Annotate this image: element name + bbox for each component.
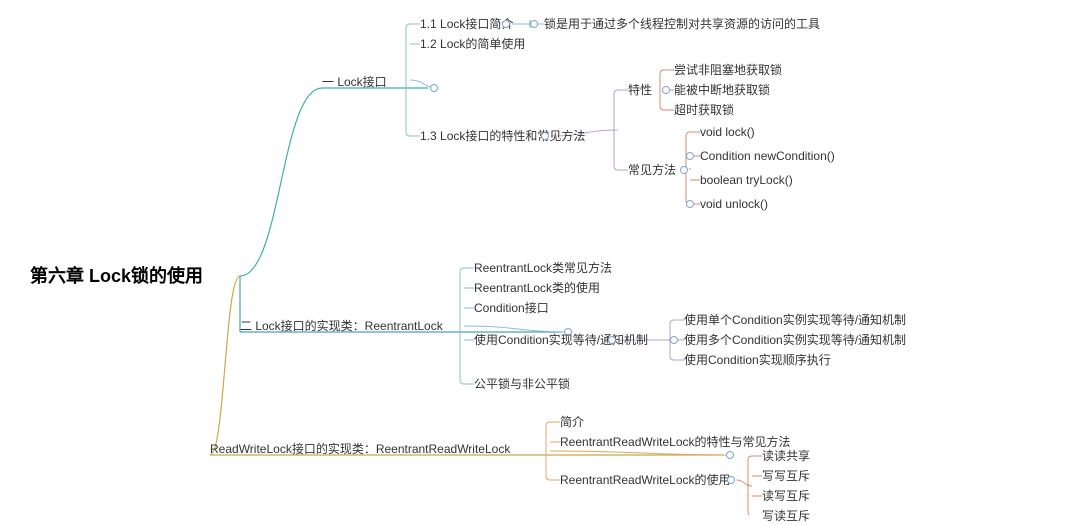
n1c2b: Condition newCondition() <box>700 148 835 165</box>
n1-expand-icon[interactable] <box>430 84 438 92</box>
n2: 二 Lock接口的实现类：ReentrantLock <box>240 318 443 335</box>
n1a-expand-icon[interactable] <box>502 20 510 28</box>
n1c: 1.3 Lock接口的特性和常见方法 <box>420 128 585 145</box>
mindmap-connectors <box>0 0 1080 515</box>
n2d: 使用Condition实现等待/通知机制 <box>474 332 648 349</box>
n2d-expand-icon[interactable] <box>608 336 616 344</box>
n3c1: 读读共享 <box>762 448 810 465</box>
n2e: 公平锁与非公平锁 <box>474 376 570 393</box>
n1: 一 Lock接口 <box>322 74 387 91</box>
n3c: ReentrantReadWriteLock的使用 <box>560 472 731 489</box>
n1c2d-pre-expand-icon[interactable] <box>686 200 694 208</box>
n2d3: 使用Condition实现顺序执行 <box>684 352 831 369</box>
n2b: ReentrantLock类的使用 <box>474 280 600 297</box>
n1a1: 锁是用于通过多个线程控制对共享资源的访问的工具 <box>544 16 820 33</box>
n1a: 1.1 Lock接口简介 <box>420 16 513 33</box>
n1c-expand-icon[interactable] <box>541 132 549 140</box>
n2a: ReentrantLock类常见方法 <box>474 260 612 277</box>
n1b: 1.2 Lock的简单使用 <box>420 36 525 53</box>
n2d2-pre-expand-icon[interactable] <box>670 336 678 344</box>
n3b: ReentrantReadWriteLock的特性与常见方法 <box>560 434 791 451</box>
n3: ReadWriteLock接口的实现类：ReentrantReadWriteLo… <box>210 441 510 458</box>
n3-expand-icon[interactable] <box>726 451 734 459</box>
root-node: 第六章 Lock锁的使用 <box>30 264 203 289</box>
n3c2: 写写互斥 <box>762 468 810 485</box>
n3c4: 写读互斥 <box>762 508 810 525</box>
n3a: 简介 <box>560 414 584 431</box>
n2c: Condition接口 <box>474 300 549 317</box>
n1a1-pre-expand-icon[interactable] <box>530 20 538 28</box>
n1c2c: boolean tryLock() <box>700 172 793 189</box>
n1c1: 特性 <box>628 82 652 99</box>
n1c2: 常见方法 <box>628 162 676 179</box>
n1c1c: 超时获取锁 <box>674 102 734 119</box>
n3c-expand-icon[interactable] <box>727 476 735 484</box>
n1c2d: void unlock() <box>700 196 768 213</box>
n2d2: 使用多个Condition实例实现等待/通知机制 <box>684 332 906 349</box>
n3c3: 读写互斥 <box>762 488 810 505</box>
n2d1: 使用单个Condition实例实现等待/通知机制 <box>684 312 906 329</box>
n1c1-expand-icon[interactable] <box>662 86 670 94</box>
n1c1b: 能被中断地获取锁 <box>674 82 770 99</box>
n1c2-expand-icon[interactable] <box>680 166 688 174</box>
n1c2b-pre-expand-icon[interactable] <box>686 152 694 160</box>
n1c2a: void lock() <box>700 124 755 141</box>
n1c1a: 尝试非阻塞地获取锁 <box>674 62 782 79</box>
